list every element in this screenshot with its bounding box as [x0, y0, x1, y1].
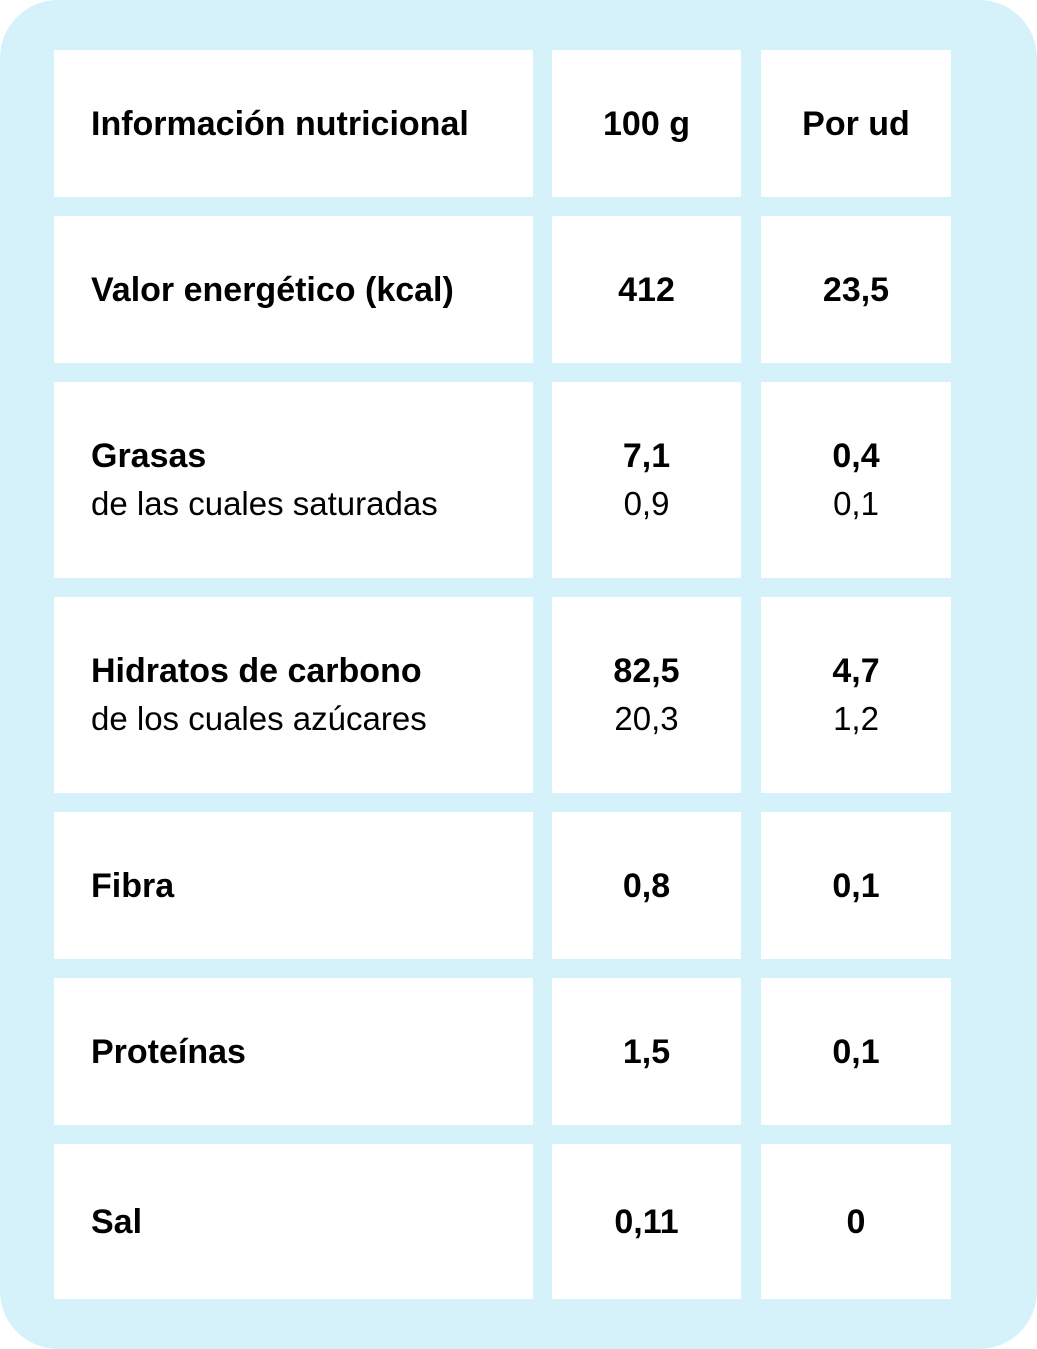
row-salt-label-cell: Sal: [54, 1144, 533, 1299]
row-fat-sub-100g: 0,9: [623, 485, 670, 522]
row-salt-label: Sal: [91, 1202, 143, 1241]
row-carbs-unit: 4,7: [832, 652, 880, 690]
row-fat-sub-label: de las cuales saturadas: [91, 485, 438, 522]
header-label-cell: Información nutricional: [54, 50, 533, 197]
row-carbs-unit-cell: 4,7 1,2: [761, 597, 951, 793]
header-100g: 100 g: [603, 104, 690, 143]
row-carbs-label-cell: Hidratos de carbono de los cuales azúcar…: [54, 597, 533, 793]
row-protein-100g-cell: 1,5: [552, 978, 741, 1125]
row-fat-sub-unit: 0,1: [833, 485, 879, 522]
header-unit-cell: Por ud: [761, 50, 951, 197]
row-carbs-sub-label: de los cuales azúcares: [91, 700, 427, 737]
row-energy-100g: 412: [618, 270, 675, 309]
row-energy-unit-cell: 23,5: [761, 216, 951, 363]
header-unit: Por ud: [802, 104, 910, 143]
row-energy-100g-cell: 412: [552, 216, 741, 363]
row-energy-label: Valor energético (kcal): [91, 270, 454, 309]
row-fiber-unit-cell: 0,1: [761, 812, 951, 959]
row-energy-unit: 23,5: [822, 270, 890, 309]
row-fiber-100g-cell: 0,8: [552, 812, 741, 959]
row-fat-label-cell: Grasas de las cuales saturadas: [54, 382, 533, 578]
row-protein-label: Proteínas: [91, 1032, 246, 1071]
row-carbs-sub-unit: 1,2: [833, 700, 879, 737]
row-energy-label-cell: Valor energético (kcal): [54, 216, 533, 363]
row-fiber-100g: 0,8: [622, 866, 671, 905]
row-fat-unit: 0,4: [832, 437, 880, 475]
row-fat-100g: 7,1: [622, 437, 671, 475]
row-salt-unit: 0: [846, 1202, 866, 1241]
row-salt-100g: 0,11: [614, 1202, 679, 1241]
row-fiber-label: Fibra: [91, 866, 175, 905]
header-label: Información nutricional: [91, 104, 469, 143]
row-fat-100g-cell: 7,1 0,9: [552, 382, 741, 578]
header-100g-cell: 100 g: [552, 50, 741, 197]
row-fiber-label-cell: Fibra: [54, 812, 533, 959]
row-carbs-label: Hidratos de carbono: [91, 652, 422, 690]
row-fat-unit-cell: 0,4 0,1: [761, 382, 951, 578]
row-carbs-100g: 82,5: [613, 652, 680, 690]
row-salt-100g-cell: 0,11: [552, 1144, 741, 1299]
row-protein-unit-cell: 0,1: [761, 978, 951, 1125]
row-protein-100g: 1,5: [622, 1032, 671, 1071]
row-protein-unit: 0,1: [832, 1032, 880, 1071]
row-salt-unit-cell: 0: [761, 1144, 951, 1299]
row-carbs-sub-100g: 20,3: [614, 700, 679, 737]
row-fiber-unit: 0,1: [832, 866, 880, 905]
row-protein-label-cell: Proteínas: [54, 978, 533, 1125]
row-carbs-100g-cell: 82,5 20,3: [552, 597, 741, 793]
row-fat-label: Grasas: [91, 437, 207, 475]
